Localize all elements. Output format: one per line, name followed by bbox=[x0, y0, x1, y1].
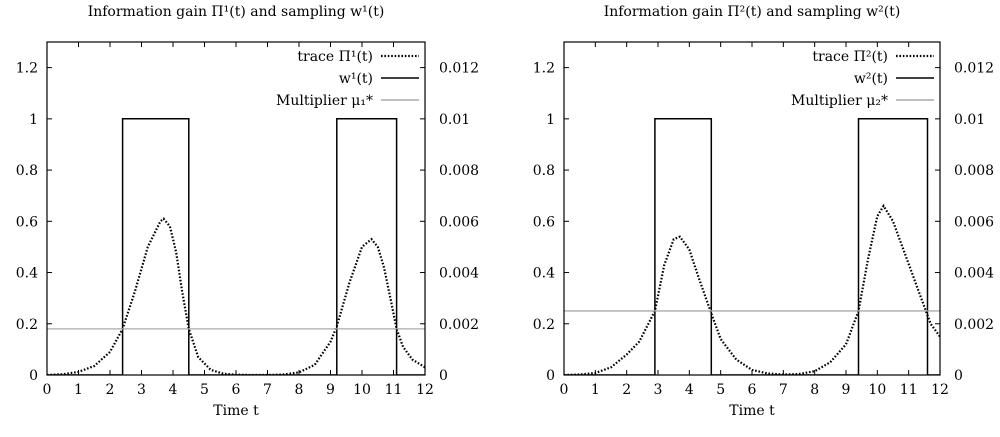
y-tick-label: 0.8 bbox=[16, 163, 38, 179]
x-tick-label: 7 bbox=[779, 382, 788, 398]
y-tick-label: 0 bbox=[546, 368, 555, 384]
y-tick-label: 0.6 bbox=[533, 214, 555, 230]
x-tick-label: 6 bbox=[232, 382, 241, 398]
chart-title: Information gain Π¹(t) and sampling w¹(t… bbox=[88, 4, 385, 20]
y-tick-label: 1.2 bbox=[16, 61, 38, 77]
plot-frame bbox=[563, 41, 941, 376]
y2-tick-label: 0.008 bbox=[954, 163, 994, 179]
x-tick-label: 1 bbox=[74, 382, 83, 398]
y2-tick-label: 0.006 bbox=[954, 214, 994, 230]
y-tick-label: 0.4 bbox=[533, 266, 555, 282]
plot-frame bbox=[46, 41, 426, 376]
y2-tick-label: 0.006 bbox=[439, 214, 479, 230]
x-tick-label: 8 bbox=[810, 382, 819, 398]
x-tick-label: 2 bbox=[106, 382, 115, 398]
x-tick-label: 5 bbox=[200, 382, 209, 398]
legend-label: w²(t) bbox=[854, 71, 888, 87]
x-tick-label: 0 bbox=[560, 382, 569, 398]
x-tick-label: 0 bbox=[43, 382, 52, 398]
x-tick-label: 12 bbox=[931, 382, 949, 398]
x-axis-label: Time t bbox=[729, 403, 775, 419]
chart-title: Information gain Π²(t) and sampling w²(t… bbox=[604, 4, 901, 20]
x-tick-label: 11 bbox=[900, 382, 918, 398]
x-tick-label: 4 bbox=[169, 382, 178, 398]
y2-tick-label: 0.01 bbox=[439, 112, 470, 128]
y-tick-label: 0.4 bbox=[16, 266, 38, 282]
x-tick-label: 12 bbox=[416, 382, 434, 398]
sampling-line bbox=[564, 118, 940, 375]
x-tick-label: 3 bbox=[137, 382, 146, 398]
x-tick-label: 6 bbox=[748, 382, 757, 398]
legend-label: w¹(t) bbox=[339, 71, 373, 87]
y2-tick-label: 0.008 bbox=[439, 163, 479, 179]
x-tick-label: 9 bbox=[326, 382, 335, 398]
legend-label: trace Π¹(t) bbox=[297, 49, 373, 65]
y2-tick-label: 0 bbox=[439, 368, 448, 384]
right-chart-panel: Information gain Π²(t) and sampling w²(t… bbox=[533, 4, 994, 419]
legend-label: Multiplier μ₂* bbox=[791, 93, 888, 109]
x-tick-label: 1 bbox=[591, 382, 600, 398]
y2-tick-label: 0.012 bbox=[954, 61, 994, 77]
y2-tick-label: 0.002 bbox=[954, 317, 994, 333]
y-tick-label: 0.2 bbox=[16, 317, 38, 333]
x-tick-label: 4 bbox=[685, 382, 694, 398]
x-tick-label: 11 bbox=[385, 382, 403, 398]
y-tick-label: 0.2 bbox=[533, 317, 555, 333]
plot-area bbox=[564, 118, 940, 375]
trace-line bbox=[564, 203, 940, 375]
x-tick-label: 9 bbox=[842, 382, 851, 398]
y2-tick-label: 0.01 bbox=[954, 112, 985, 128]
sampling-line bbox=[47, 118, 425, 375]
legend-label: Multiplier μ₁* bbox=[276, 93, 373, 109]
y-tick-label: 1 bbox=[546, 112, 555, 128]
y-tick-label: 0 bbox=[29, 368, 38, 384]
y2-tick-label: 0.004 bbox=[439, 266, 479, 282]
x-tick-label: 10 bbox=[868, 382, 886, 398]
x-axis-label: Time t bbox=[213, 403, 259, 419]
x-tick-label: 3 bbox=[654, 382, 663, 398]
plot-area bbox=[47, 118, 425, 375]
y-tick-label: 1.2 bbox=[533, 61, 555, 77]
trace-line bbox=[47, 217, 425, 375]
x-tick-label: 7 bbox=[263, 382, 272, 398]
y-tick-label: 0.6 bbox=[16, 214, 38, 230]
y-tick-label: 0.8 bbox=[533, 163, 555, 179]
y2-tick-label: 0.002 bbox=[439, 317, 479, 333]
x-tick-label: 2 bbox=[622, 382, 631, 398]
x-tick-label: 5 bbox=[716, 382, 725, 398]
x-tick-label: 8 bbox=[295, 382, 304, 398]
x-tick-label: 10 bbox=[353, 382, 371, 398]
legend-label: trace Π²(t) bbox=[812, 49, 888, 65]
y2-tick-label: 0 bbox=[954, 368, 963, 384]
left-chart-panel: Information gain Π¹(t) and sampling w¹(t… bbox=[16, 4, 479, 419]
y2-tick-label: 0.012 bbox=[439, 61, 479, 77]
y2-tick-label: 0.004 bbox=[954, 266, 994, 282]
y-tick-label: 1 bbox=[29, 112, 38, 128]
